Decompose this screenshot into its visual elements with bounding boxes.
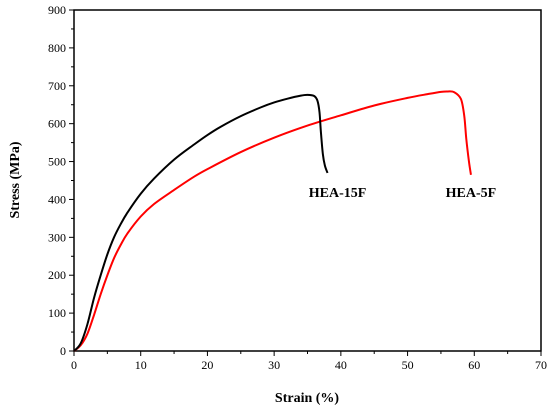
y-tick-label: 200: [48, 268, 66, 282]
x-tick-label: 10: [135, 358, 147, 372]
y-tick-label: 700: [48, 79, 66, 93]
x-tick-label: 50: [402, 358, 414, 372]
series-line-hea-5f: [73, 90, 472, 352]
y-tick-label: 300: [48, 230, 66, 244]
series-lines: [73, 90, 472, 352]
x-axis-ticks: 0 10 20 30 40 50 60 70: [71, 351, 547, 372]
x-tick-label: 60: [468, 358, 480, 372]
y-tick-label: 800: [48, 41, 66, 55]
series-annotation-hea-15f: HEA-15F: [309, 186, 367, 201]
x-tick-label: 70: [535, 358, 547, 372]
series-annotations: HEA-15F HEA-5F: [309, 186, 496, 201]
y-axis-ticks: 0 100 200 300 400 500 600 700 800 900: [48, 3, 74, 358]
series-line-hea-15f: [73, 93, 329, 352]
y-axis-title: Stress (MPa): [8, 141, 23, 218]
x-axis-title: Strain (%): [275, 391, 340, 406]
y-tick-label: 400: [48, 192, 66, 206]
x-tick-label: 0: [71, 358, 77, 372]
y-tick-label: 100: [48, 306, 66, 320]
y-tick-label: 900: [48, 3, 66, 17]
y-tick-label: 600: [48, 117, 66, 131]
y-tick-label: 0: [60, 344, 66, 358]
x-tick-label: 30: [268, 358, 280, 372]
x-tick-label: 40: [335, 358, 347, 372]
y-tick-label: 500: [48, 155, 66, 169]
x-tick-label: 20: [201, 358, 213, 372]
series-annotation-hea-5f: HEA-5F: [446, 186, 497, 201]
